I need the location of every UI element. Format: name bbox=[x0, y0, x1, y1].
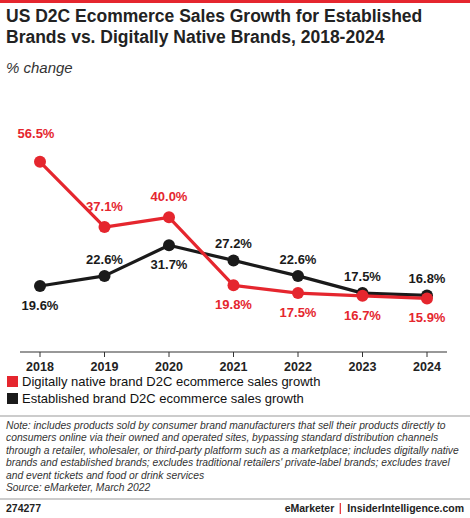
series-marker bbox=[292, 287, 304, 299]
legend-swatch bbox=[7, 393, 18, 404]
data-label: 22.6% bbox=[86, 252, 123, 267]
separator bbox=[0, 416, 470, 417]
series-marker bbox=[228, 279, 240, 291]
data-label: 15.9% bbox=[409, 310, 446, 325]
series-line bbox=[40, 245, 427, 295]
data-label: 56.5% bbox=[18, 126, 55, 141]
note-block: Note: includes products sold by consumer… bbox=[6, 420, 464, 494]
chart-id: 274277 bbox=[6, 502, 41, 514]
x-tick-label: 2023 bbox=[349, 360, 377, 374]
separator bbox=[0, 499, 470, 500]
data-label: 19.8% bbox=[215, 297, 252, 312]
x-tick-label: 2022 bbox=[284, 360, 312, 374]
legend-label: Digitally native brand D2C ecommerce sal… bbox=[22, 374, 320, 389]
data-label: 16.7% bbox=[344, 308, 381, 323]
data-label: 17.5% bbox=[280, 305, 317, 320]
x-tick-label: 2024 bbox=[413, 360, 441, 374]
series-line bbox=[40, 162, 427, 299]
legend-label: Established brand D2C ecommerce sales gr… bbox=[22, 391, 304, 406]
series-marker bbox=[292, 270, 304, 282]
plot-area bbox=[34, 156, 433, 305]
series-marker bbox=[34, 280, 46, 292]
footer-divider bbox=[340, 503, 341, 514]
x-tick bbox=[298, 352, 299, 357]
brand: eMarketer bbox=[285, 502, 335, 514]
x-tick bbox=[40, 352, 41, 357]
series-marker bbox=[421, 292, 433, 304]
subtitle: % change bbox=[6, 59, 73, 76]
x-tick bbox=[104, 352, 105, 357]
data-label: 37.1% bbox=[86, 199, 123, 214]
x-tick bbox=[233, 352, 234, 357]
legend-swatch bbox=[7, 376, 18, 387]
series-marker bbox=[163, 239, 175, 251]
x-tick-label: 2021 bbox=[220, 360, 248, 374]
accent-bar bbox=[0, 0, 470, 3]
series-marker bbox=[99, 221, 111, 233]
website: InsiderIntelligence.com bbox=[347, 502, 464, 514]
data-label: 19.6% bbox=[22, 298, 59, 313]
data-label: 22.6% bbox=[280, 252, 317, 267]
x-tick-label: 2019 bbox=[91, 360, 119, 374]
title-line: US D2C Ecommerce Sales Growth for Establ… bbox=[6, 6, 422, 26]
chart-root: US D2C Ecommerce Sales Growth for Establ… bbox=[0, 0, 470, 518]
series-marker bbox=[163, 211, 175, 223]
title-line: Brands vs. Digitally Native Brands, 2018… bbox=[6, 27, 385, 47]
data-label: 17.5% bbox=[344, 269, 381, 284]
x-tick-label: 2020 bbox=[155, 360, 183, 374]
data-label: 27.2% bbox=[215, 236, 252, 251]
series-marker bbox=[228, 254, 240, 266]
series-marker bbox=[357, 290, 369, 302]
data-label: 16.8% bbox=[409, 271, 446, 286]
note: Note: includes products sold by consumer… bbox=[6, 420, 459, 481]
source: Source: eMarketer, March 2022 bbox=[6, 482, 150, 493]
x-tick-label: 2018 bbox=[26, 360, 54, 374]
x-tick bbox=[427, 352, 428, 357]
x-tick bbox=[362, 352, 363, 357]
data-label: 31.7% bbox=[151, 257, 188, 272]
data-label: 40.0% bbox=[151, 189, 188, 204]
title: US D2C Ecommerce Sales Growth for Establ… bbox=[6, 6, 422, 47]
series-marker bbox=[34, 156, 46, 168]
x-tick bbox=[169, 352, 170, 357]
series-marker bbox=[99, 270, 111, 282]
